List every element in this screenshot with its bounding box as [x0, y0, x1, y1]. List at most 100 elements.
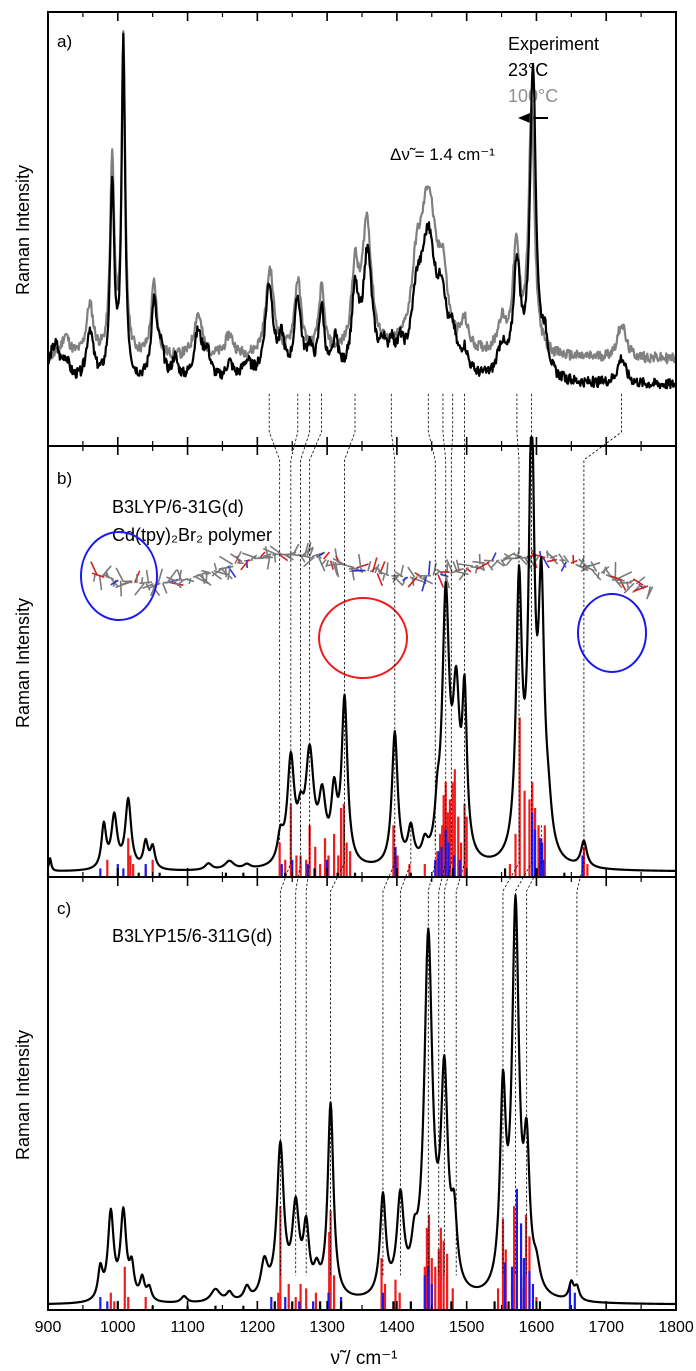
correlation-link [442, 393, 447, 843]
bond [385, 562, 389, 576]
spectrum-line-computed [46, 436, 677, 873]
spectrum-line-100°C [46, 30, 678, 365]
bond [346, 565, 355, 569]
bond [450, 567, 464, 574]
system-label-b: Cd(tpy)₂Br₂ polymer [112, 525, 272, 545]
bond [474, 564, 479, 574]
bond [560, 560, 567, 569]
bond [562, 555, 570, 563]
x-tick-labels: 900 1000 1100 1200 1300 1400 1500 1600 1700 1800 [35, 1319, 694, 1336]
bond [241, 552, 257, 559]
method-label-b: B3LYP/6-31G(d) [112, 497, 244, 517]
bond [455, 559, 460, 571]
bond [262, 547, 278, 556]
panel-b: b) Raman Intensity B3LYP/6-31G(d) Cd(tpy… [13, 436, 677, 878]
bond [269, 545, 283, 556]
bond [407, 576, 418, 588]
bond [519, 556, 528, 566]
correlation-link [309, 393, 322, 843]
bond [148, 582, 161, 589]
bond [213, 570, 227, 575]
bond [612, 576, 623, 589]
bond [505, 557, 514, 566]
spectrum-line-computed [47, 894, 677, 1306]
x-tick-label: 1400 [379, 1319, 415, 1336]
bond [547, 558, 558, 563]
panel-a: a) Raman Intensity Experiment 23°C 100°C… [13, 11, 678, 447]
bond [490, 559, 500, 569]
x-tick-label: 900 [35, 1319, 62, 1336]
bond [558, 553, 565, 562]
bond [542, 556, 550, 569]
bond [645, 586, 654, 600]
bond [119, 580, 123, 597]
bond [188, 577, 192, 585]
correlation-link [450, 393, 454, 843]
spectrum-line-23°C [47, 32, 678, 390]
bond [596, 572, 600, 579]
correlation-link [583, 393, 622, 843]
bond [278, 553, 289, 562]
bond [440, 573, 449, 578]
metal-center-circle [318, 597, 408, 679]
bond [590, 561, 598, 572]
terminal-unit-circle-right [577, 593, 647, 673]
bond [500, 557, 509, 562]
bond [260, 551, 266, 558]
bond [407, 566, 416, 578]
bond [140, 576, 144, 584]
x-tick-label: 1800 [658, 1319, 694, 1336]
bond [502, 552, 516, 560]
ylabel-a: Raman Intensity [13, 165, 33, 295]
x-axis-title: ν̃ / cm⁻¹ [330, 1348, 397, 1369]
x-tick-label: 1500 [449, 1319, 485, 1336]
bond [92, 574, 96, 582]
bond [376, 573, 384, 587]
correlation-link [515, 825, 532, 1276]
bond [371, 557, 378, 573]
bond [264, 546, 269, 556]
x-tick-label: 1300 [309, 1319, 345, 1336]
bond [367, 561, 372, 572]
bond [180, 577, 189, 582]
bond [602, 566, 607, 575]
method-label-c: B3LYP15/6-311G(d) [112, 926, 272, 946]
bond [145, 583, 151, 591]
bond [472, 560, 485, 564]
correlation-link [576, 825, 585, 1276]
legend-title: Experiment [508, 34, 599, 54]
bond [326, 563, 343, 567]
bond [583, 565, 595, 572]
bond [303, 556, 315, 568]
panel-label-a: a) [57, 32, 72, 51]
bond [604, 567, 612, 577]
bond [392, 575, 399, 580]
bond [266, 555, 271, 570]
bond [325, 559, 330, 568]
bond [503, 552, 511, 559]
correlation-link [502, 825, 520, 1276]
bond [435, 568, 444, 575]
correlation-link [399, 825, 412, 1276]
x-tick-label: 1000 [100, 1319, 136, 1336]
bond [481, 563, 486, 571]
correlation-link [344, 393, 356, 843]
bond [162, 581, 173, 584]
ylabel-b: Raman Intensity [13, 598, 33, 728]
correlation-link [382, 825, 396, 1276]
bond [219, 555, 234, 566]
correlation-link [427, 825, 436, 1276]
bond [610, 575, 623, 581]
bond [332, 561, 339, 576]
bond [306, 542, 312, 556]
bond [357, 553, 362, 570]
bond [166, 569, 178, 584]
legend-23c: 23°C [508, 60, 548, 80]
bond [211, 566, 224, 577]
bond [617, 571, 633, 580]
bond [205, 573, 208, 581]
bond [374, 563, 380, 574]
bond [458, 563, 474, 567]
bond [122, 580, 133, 584]
